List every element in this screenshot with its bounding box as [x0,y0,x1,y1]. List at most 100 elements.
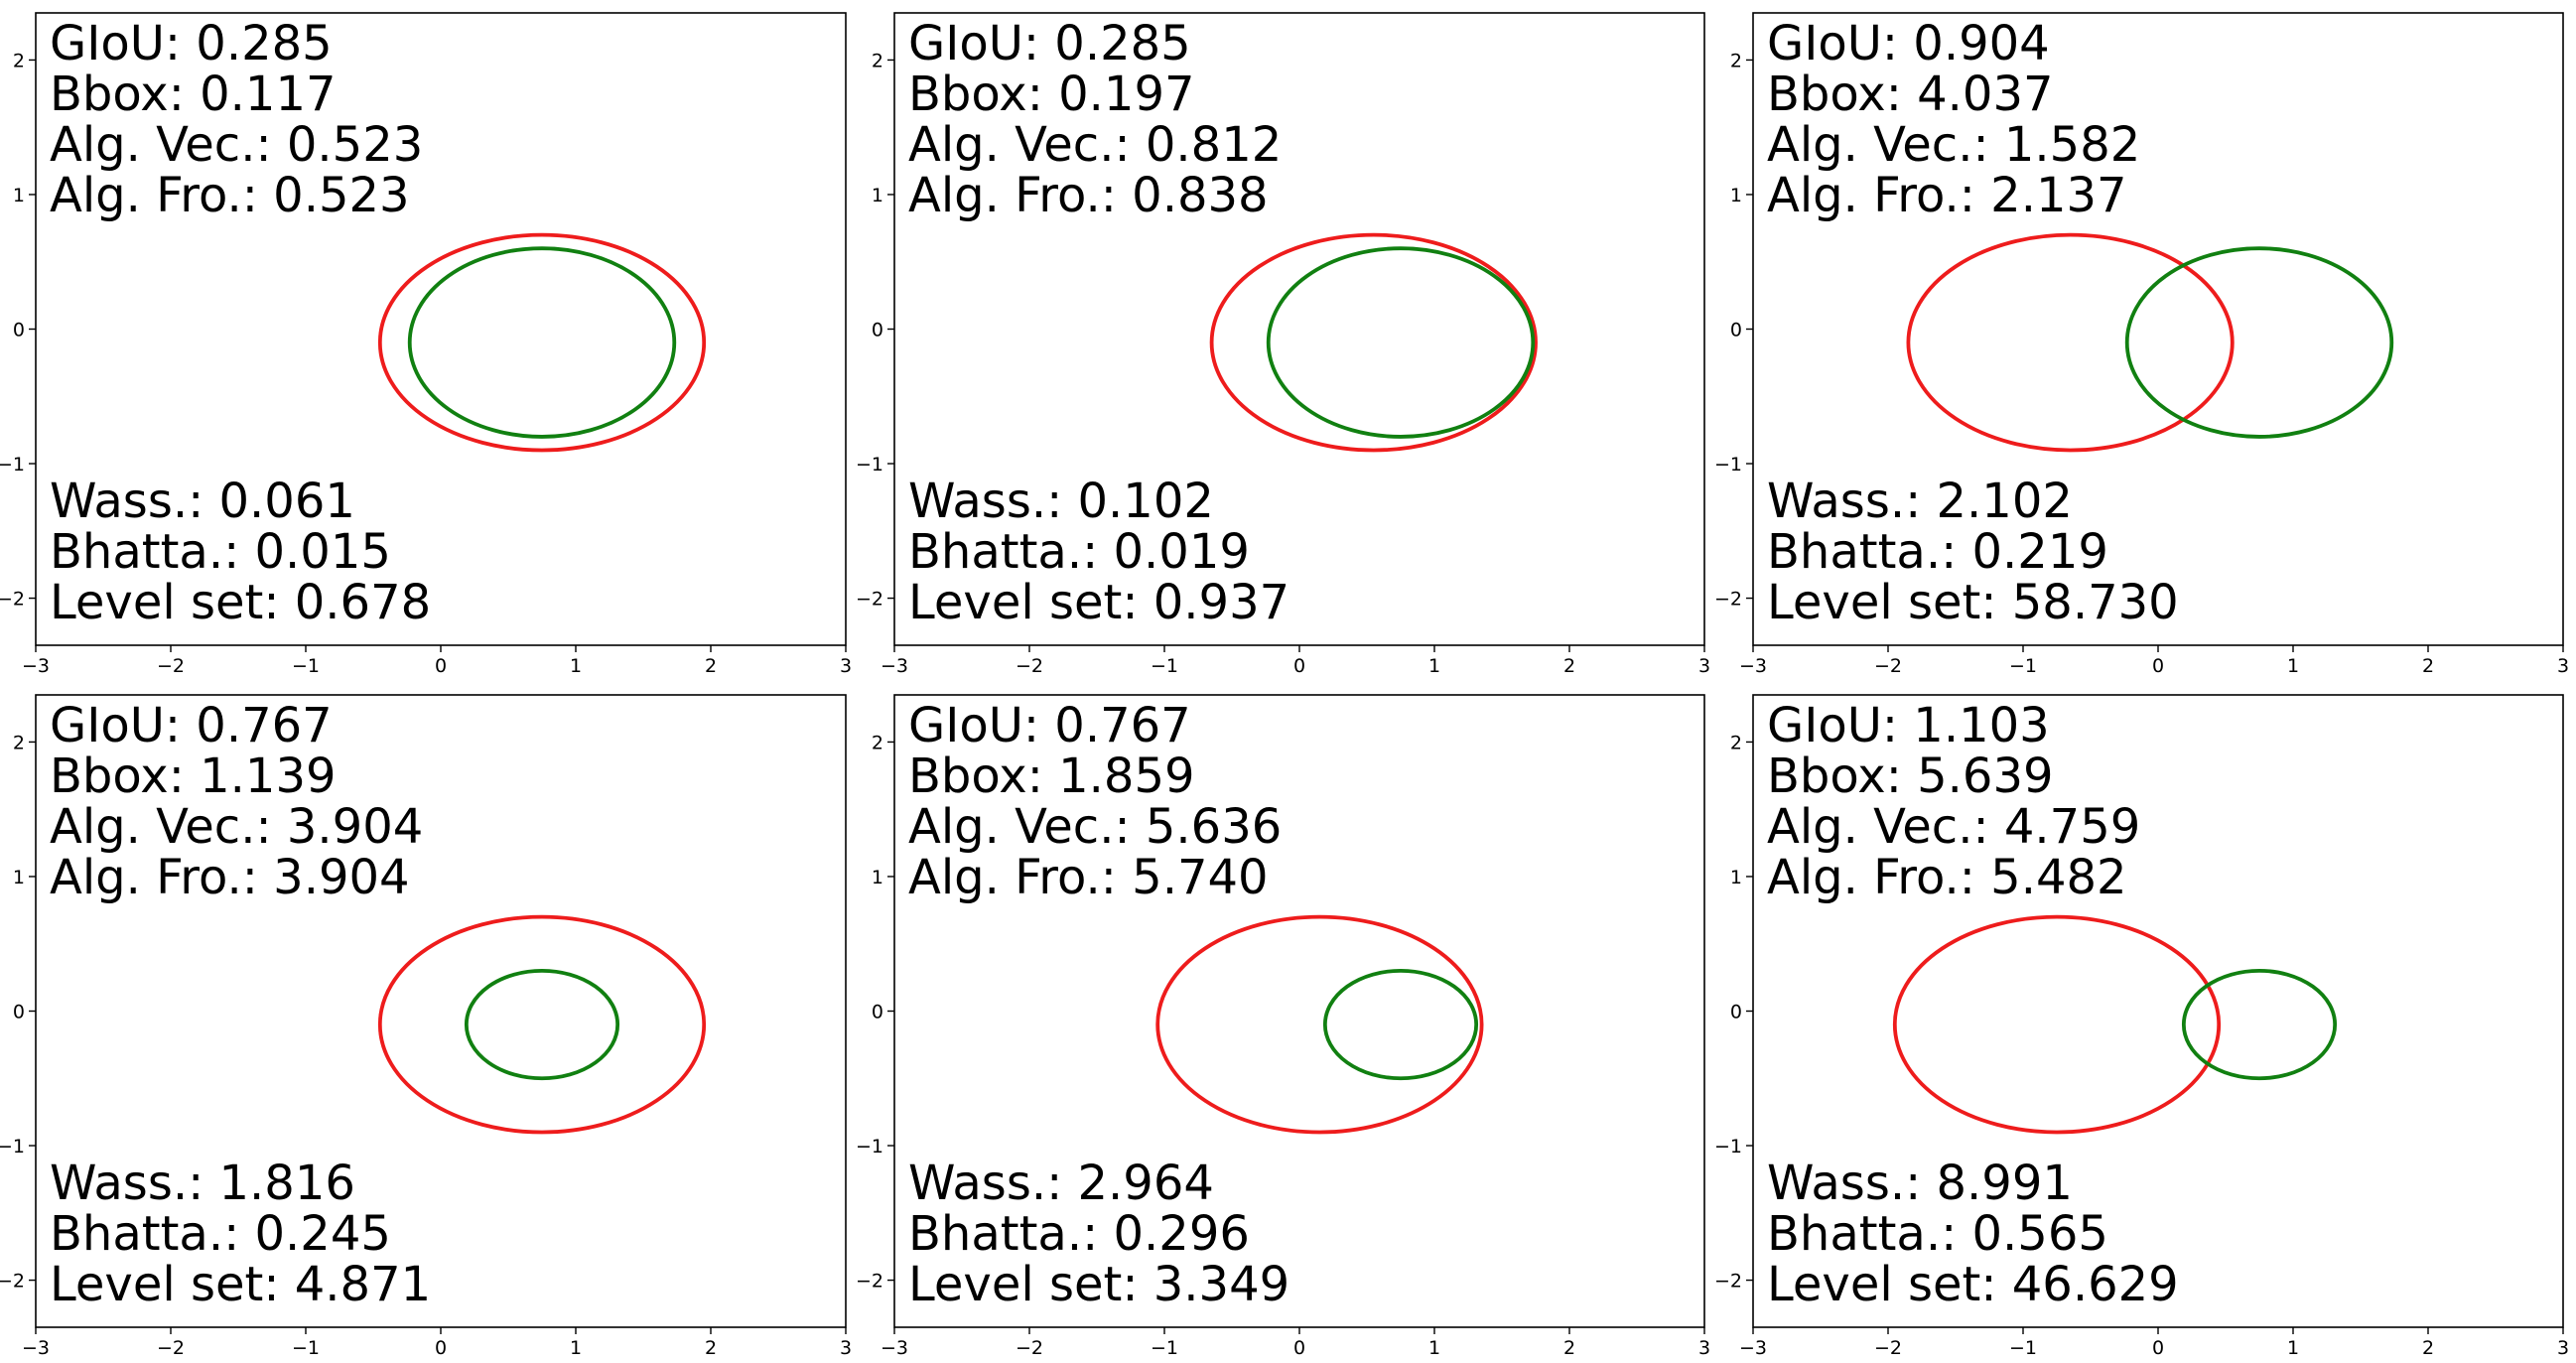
x-tick-label: −1 [2009,655,2037,677]
x-tick-label: −1 [1151,1337,1178,1359]
x-tick-label: 1 [2287,1337,2299,1359]
x-tick-label: 1 [1428,1337,1440,1359]
y-tick-label: −2 [856,1271,883,1293]
metric-label: Bhatta.: 0.015 [50,524,391,580]
y-tick-label: 2 [13,50,25,71]
y-tick-label: −1 [0,1136,25,1158]
y-tick-label: 0 [13,320,25,341]
x-tick-label: −2 [157,1337,185,1359]
x-tick-label: 1 [570,655,582,677]
plot-frame [893,12,1705,646]
plot-frame [35,694,847,1328]
metric-label: Bbox: 1.139 [50,749,337,804]
x-tick-label: 2 [2422,655,2434,677]
prediction-ellipse [1266,246,1536,439]
metric-label: Bbox: 0.197 [908,67,1195,122]
metric-label: Wass.: 8.991 [1767,1156,2073,1211]
plot-frame [1752,694,2564,1328]
y-tick-label: −2 [0,589,25,611]
y-tick-label: −2 [1714,1271,1742,1293]
metric-label: Alg. Vec.: 4.759 [1767,799,2140,855]
metric-label: Alg. Fro.: 0.838 [908,168,1269,223]
metric-label: Level set: 46.629 [1767,1257,2179,1312]
prediction-ellipse [2124,246,2394,439]
x-tick-label: −3 [22,655,50,677]
x-tick-label: 2 [1563,655,1575,677]
metric-label: Bhatta.: 0.019 [908,524,1250,580]
metric-label: Level set: 3.349 [908,1257,1289,1312]
metric-label: Wass.: 1.816 [50,1156,355,1211]
metric-label: GIoU: 1.103 [1767,698,2050,753]
plot-frame [893,694,1705,1328]
y-tick-label: 2 [1730,50,1742,71]
y-tick-label: 0 [1730,1002,1742,1023]
metric-label: Alg. Vec.: 3.904 [50,799,423,855]
metric-label: GIoU: 0.285 [50,16,333,71]
x-tick-label: 3 [840,655,852,677]
x-tick-label: 1 [570,1337,582,1359]
x-tick-label: −2 [1874,1337,1902,1359]
x-tick-label: −3 [881,1337,908,1359]
metric-label: Alg. Fro.: 5.482 [1767,850,2127,905]
ellipse-layer [1892,914,2338,1135]
prediction-ellipse [464,968,620,1081]
metric-label: Level set: 4.871 [50,1257,431,1312]
y-tick-label: 1 [872,867,883,888]
y-tick-label: 2 [872,732,883,753]
metric-label: Alg. Fro.: 2.137 [1767,168,2127,223]
metric-label: Bhatta.: 0.565 [1767,1206,2108,1262]
x-tick-label: 3 [840,1337,852,1359]
y-tick-label: 0 [872,320,883,341]
metric-label: Alg. Fro.: 5.740 [908,850,1269,905]
x-tick-label: −3 [881,655,908,677]
metric-label: Wass.: 2.964 [908,1156,1214,1211]
x-tick-label: 3 [2557,1337,2569,1359]
x-tick-label: 0 [2152,655,2164,677]
x-tick-label: −2 [157,655,185,677]
x-tick-label: −1 [2009,1337,2037,1359]
metric-label: Bhatta.: 0.245 [50,1206,391,1262]
x-tick-label: 0 [1293,1337,1305,1359]
metric-label: GIoU: 0.285 [908,16,1191,71]
ellipse-layer [1906,232,2394,453]
ellipse-layer [1209,232,1538,453]
y-tick-label: −1 [856,454,883,476]
metric-label: Bhatta.: 0.219 [1767,524,2108,580]
metric-label: Level set: 58.730 [1767,575,2179,630]
metric-label: Bbox: 5.639 [1767,749,2054,804]
x-tick-label: 1 [2287,655,2299,677]
y-tick-label: 1 [872,185,883,206]
y-tick-label: 1 [1730,185,1742,206]
metric-label: GIoU: 0.904 [1767,16,2050,71]
y-tick-label: 2 [1730,732,1742,753]
x-tick-label: 2 [705,1337,717,1359]
prediction-ellipse [1322,968,1479,1081]
metric-label: GIoU: 0.767 [908,698,1191,753]
x-tick-label: 2 [705,655,717,677]
plot-frame [35,12,847,646]
y-tick-label: −1 [1714,1136,1742,1158]
x-tick-label: −1 [292,1337,320,1359]
plot-frame [1752,12,2564,646]
y-tick-label: 0 [13,1002,25,1023]
prediction-ellipse [2181,968,2338,1081]
x-tick-label: 0 [435,655,447,677]
metric-label: Alg. Vec.: 0.812 [908,117,1282,173]
y-tick-label: 1 [13,867,25,888]
y-tick-label: 1 [13,185,25,206]
y-tick-label: −2 [0,1271,25,1293]
x-tick-label: −3 [1739,655,1767,677]
x-tick-label: 2 [1563,1337,1575,1359]
metric-label: Alg. Vec.: 1.582 [1767,117,2140,173]
metric-label: Bhatta.: 0.296 [908,1206,1250,1262]
metric-label: Alg. Vec.: 0.523 [50,117,423,173]
x-tick-label: −1 [292,655,320,677]
y-tick-label: −2 [1714,589,1742,611]
x-tick-label: 3 [1698,655,1710,677]
metric-label: Level set: 0.937 [908,575,1289,630]
